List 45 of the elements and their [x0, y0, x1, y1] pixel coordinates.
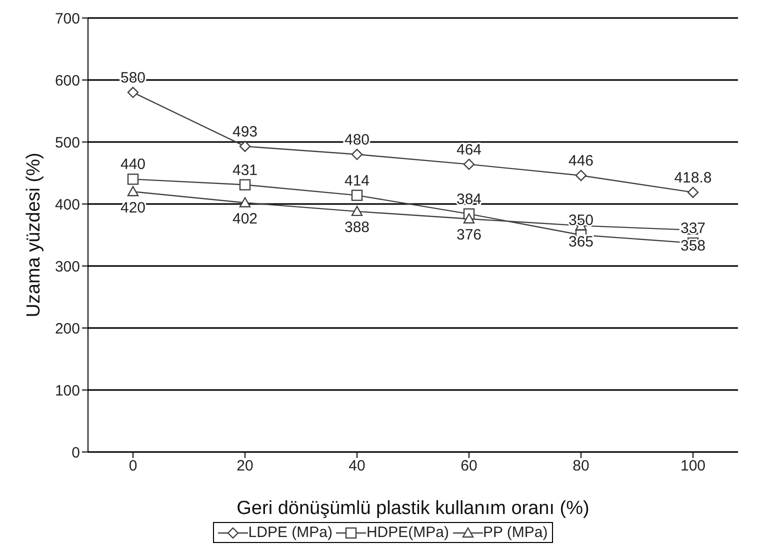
- x-axis-title: Geri dönüşümlü plastik kullanım oranı (%): [236, 498, 590, 519]
- data-label: 402: [232, 210, 258, 228]
- data-label: 388: [344, 219, 370, 236]
- point: [351, 190, 363, 201]
- y-tick-label: 500: [54, 134, 80, 152]
- y-tick-label: 100: [54, 382, 80, 400]
- data-label: 440: [120, 156, 146, 174]
- data-label: 376: [456, 226, 482, 244]
- y-tick-label: 700: [54, 10, 80, 28]
- y-tick-label: 600: [54, 72, 80, 90]
- y-tick-label: 300: [54, 258, 80, 276]
- legend-label: LDPE (MPa): [248, 524, 332, 541]
- point: [127, 174, 139, 185]
- y-tick-label: 400: [54, 196, 80, 214]
- data-label: 414: [344, 172, 370, 190]
- point: [127, 86, 139, 98]
- point: [127, 186, 139, 196]
- point: [239, 179, 251, 190]
- point: [239, 197, 251, 208]
- point: [463, 213, 475, 224]
- x-tick-label: 100: [680, 458, 706, 475]
- data-label: 446: [568, 152, 594, 170]
- point: [687, 186, 699, 198]
- data-label: 493: [232, 123, 258, 140]
- x-tick-label: 80: [572, 458, 590, 475]
- legend-label: PP (MPa): [482, 524, 548, 541]
- x-tick-label: 20: [236, 458, 254, 475]
- y-tick-label: 200: [54, 320, 80, 338]
- x-tick-label: 40: [348, 458, 366, 475]
- data-label: 431: [232, 162, 258, 179]
- data-label: 418.8: [674, 169, 712, 186]
- legend-label: HDPE(MPa): [366, 524, 449, 541]
- point: [351, 148, 363, 160]
- point: [351, 206, 363, 216]
- data-label: 365: [568, 233, 594, 250]
- point: [463, 158, 475, 170]
- data-label: 464: [456, 141, 482, 158]
- y-tick-label: 0: [72, 444, 80, 462]
- x-tick-label: 60: [460, 458, 478, 475]
- y-axis-title: Uzama yüzdesi (%): [24, 152, 45, 318]
- point: [575, 170, 587, 182]
- point: [239, 140, 251, 152]
- x-tick-label: 0: [128, 458, 138, 475]
- data-label: 350: [568, 212, 594, 229]
- data-label: 358: [680, 238, 706, 255]
